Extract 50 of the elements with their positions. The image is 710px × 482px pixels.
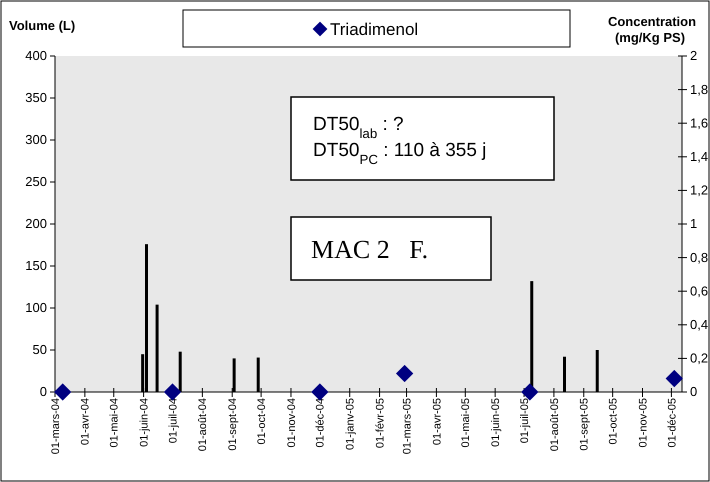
annotation: DT50$_{PC}$ : 110 à 355 j <box>313 140 486 166</box>
x-tick-label: 01-janv-05 <box>344 398 357 450</box>
x-tick-label: 01-oct-05 <box>608 398 620 444</box>
annotation: DT50$_{lab}$ : ? <box>313 114 404 140</box>
y2-tick-label: 0,2 <box>690 350 708 366</box>
x-tick-label: 01-mai-04 <box>108 398 121 448</box>
x-tick-label: 01-mai-05 <box>460 398 472 448</box>
y-tick-label: 50 <box>32 342 47 358</box>
y2-tick-label: 0,4 <box>690 316 708 332</box>
y2-tick-label: 2 <box>690 48 698 64</box>
point <box>666 370 683 388</box>
y-tick-label: 400 <box>25 48 47 64</box>
y-tick-label: 300 <box>25 132 47 148</box>
legend-label: Triadimenol <box>330 20 418 39</box>
y2-tick-label: 1,2 <box>690 182 708 198</box>
y2-tick-label: 0,8 <box>690 250 708 265</box>
x-tick-label: 01-mars-05 <box>401 398 414 454</box>
x-tick-label: 01-nov-04 <box>286 398 298 448</box>
x-tick-label: 01-mars-04 <box>50 398 62 454</box>
x-tick-label: 01-juil-05 <box>518 398 531 444</box>
y2-tick-label: 1,6 <box>690 115 708 130</box>
x-tick-label: 01-juil-04 <box>167 398 180 444</box>
y2-tick-label: 1 <box>690 216 698 232</box>
y-tick-label: 200 <box>25 216 47 232</box>
y-tick-label: 150 <box>25 258 47 274</box>
y-tick-label: 250 <box>25 174 47 190</box>
x-tick-label: 01-avr-05 <box>431 398 444 446</box>
x-tick-label: 01-sept-04 <box>227 398 240 451</box>
x-tick-label: 01-févr-05 <box>374 398 386 448</box>
y-tick-label: 100 <box>25 300 47 316</box>
y2-tick-label: 1,8 <box>690 82 708 97</box>
x-tick-label: 01-nov-05 <box>637 398 650 448</box>
y2-tick-label: 1,4 <box>690 148 708 164</box>
x-tick-label: 01-avr-04 <box>80 398 92 446</box>
annotation: MAC 2 F. <box>311 235 428 264</box>
x-tick-label: 01-juin-04 <box>138 398 150 447</box>
x-tick-label: 01-déc-05 <box>666 398 678 448</box>
x-tick-label: 01-août-04 <box>197 398 210 452</box>
y2-tick-label: 0 <box>690 384 698 400</box>
y2-axis-title: Concentration (mg/Kg PS) <box>608 14 696 45</box>
y-axis-title: Volume (L) <box>9 18 76 33</box>
x-tick-label: 01-sept-05 <box>578 398 591 451</box>
y-tick-label: 350 <box>25 90 47 106</box>
x-tick-label: 01-juin-05 <box>490 398 502 447</box>
x-tick-label: 01-août-05 <box>548 398 561 452</box>
point <box>396 364 414 382</box>
x-tick-label: 01-oct-04 <box>256 398 268 444</box>
y-tick-label: 0 <box>40 384 47 400</box>
y2-tick-label: 0,6 <box>690 283 708 298</box>
x-tick-label: 01-déc-04 <box>314 398 327 448</box>
